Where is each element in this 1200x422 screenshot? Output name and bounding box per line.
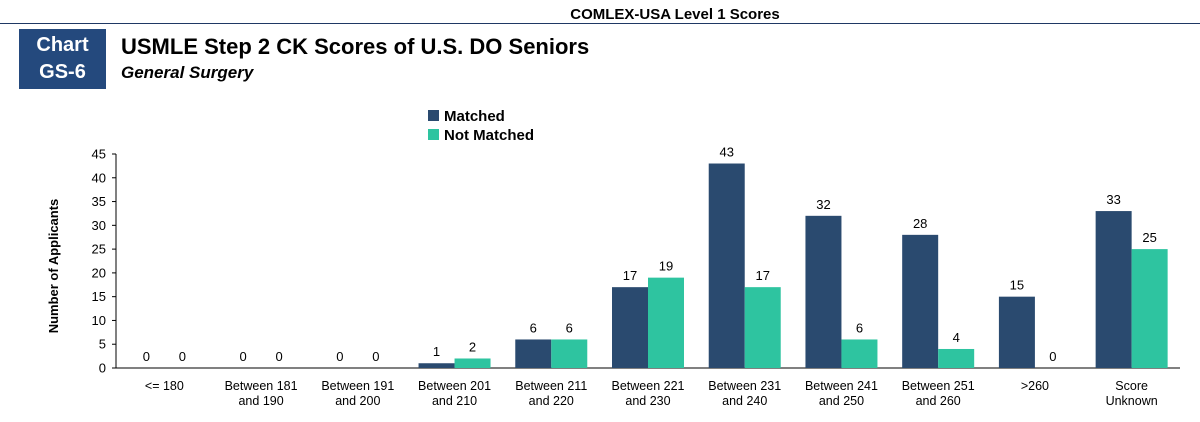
bar-not-matched: [841, 339, 878, 368]
y-tick-label: 5: [99, 337, 106, 352]
x-tick-label: and 240: [722, 394, 767, 408]
x-tick-label: Score: [1115, 379, 1148, 393]
bar-matched: [998, 296, 1035, 368]
data-label-matched: 0: [239, 349, 246, 364]
x-tick-label: Between 231: [708, 379, 781, 393]
top-header-bar: COMLEX-USA Level 1 Scores: [0, 0, 1200, 24]
data-label-matched: 0: [143, 349, 150, 364]
bar-not-matched: [938, 348, 975, 368]
data-label-matched: 33: [1106, 192, 1120, 207]
y-tick-label: 40: [92, 170, 106, 185]
bar-matched: [418, 363, 455, 368]
x-tick-label: and 190: [238, 394, 283, 408]
data-label-matched: 17: [623, 268, 637, 283]
bar-not-matched: [454, 358, 491, 368]
chart-title: USMLE Step 2 CK Scores of U.S. DO Senior…: [121, 34, 590, 59]
data-label-not-matched: 4: [953, 330, 960, 345]
x-tick-label: >260: [1021, 379, 1049, 393]
data-label-not-matched: 25: [1142, 230, 1156, 245]
x-tick-label: <= 180: [145, 379, 184, 393]
bar-matched: [1095, 211, 1132, 368]
y-tick-label: 10: [92, 313, 106, 328]
x-tick-label: and 210: [432, 394, 477, 408]
y-tick-label: 20: [92, 265, 106, 280]
x-tick-label: Between 221: [612, 379, 685, 393]
x-tick-label: and 220: [529, 394, 574, 408]
bar-matched: [708, 163, 745, 368]
badge-line-1: Chart: [36, 34, 89, 56]
legend-swatch: [428, 110, 439, 121]
data-label-not-matched: 0: [1049, 349, 1056, 364]
y-tick-label: 45: [92, 147, 106, 162]
data-label-not-matched: 2: [469, 339, 476, 354]
badge-line-2: GS-6: [39, 61, 86, 83]
x-tick-label: Between 241: [805, 379, 878, 393]
x-tick-label: and 260: [916, 394, 961, 408]
x-tick-label: Between 181: [225, 379, 298, 393]
data-label-not-matched: 0: [179, 349, 186, 364]
top-header-label: COMLEX-USA Level 1 Scores: [570, 6, 780, 23]
y-tick-label: 0: [99, 361, 106, 376]
x-tick-label: Between 191: [321, 379, 394, 393]
bar-matched: [515, 339, 552, 368]
chart-badge: Chart GS-6: [19, 29, 106, 89]
legend-label: Not Matched: [444, 127, 534, 144]
data-label-matched: 1: [433, 344, 440, 359]
x-tick-label: and 250: [819, 394, 864, 408]
data-label-matched: 0: [336, 349, 343, 364]
data-label-matched: 32: [816, 197, 830, 212]
data-label-not-matched: 0: [275, 349, 282, 364]
data-label-not-matched: 0: [372, 349, 379, 364]
legend-label: Matched: [444, 108, 505, 125]
legend-swatch: [428, 129, 439, 140]
bar-matched: [805, 215, 842, 368]
bar-not-matched: [744, 287, 781, 368]
data-label-not-matched: 6: [856, 320, 863, 335]
y-tick-label: 35: [92, 194, 106, 209]
bar-matched: [902, 234, 939, 368]
data-label-matched: 43: [719, 145, 733, 160]
y-tick-label: 30: [92, 218, 106, 233]
bar-not-matched: [648, 277, 684, 368]
x-tick-label: and 200: [335, 394, 380, 408]
data-label-not-matched: 17: [755, 268, 769, 283]
y-axis-label: Number of Applicants: [46, 199, 61, 334]
x-tick-label: Between 201: [418, 379, 491, 393]
y-tick-label: 25: [92, 242, 106, 257]
data-label-not-matched: 19: [659, 259, 673, 274]
bar-not-matched: [551, 339, 588, 368]
data-label-matched: 6: [530, 320, 537, 335]
data-label-matched: 15: [1010, 278, 1024, 293]
y-tick-label: 15: [92, 289, 106, 304]
data-label-matched: 28: [913, 216, 927, 231]
bar-not-matched: [1131, 249, 1168, 368]
data-label-not-matched: 6: [566, 320, 573, 335]
x-tick-label: Between 211: [515, 379, 587, 393]
x-tick-label: Between 251: [902, 379, 975, 393]
bar-matched: [612, 287, 648, 368]
x-tick-label: Unknown: [1106, 394, 1158, 408]
x-tick-label: and 230: [625, 394, 670, 408]
chart-subtitle: General Surgery: [121, 63, 254, 82]
